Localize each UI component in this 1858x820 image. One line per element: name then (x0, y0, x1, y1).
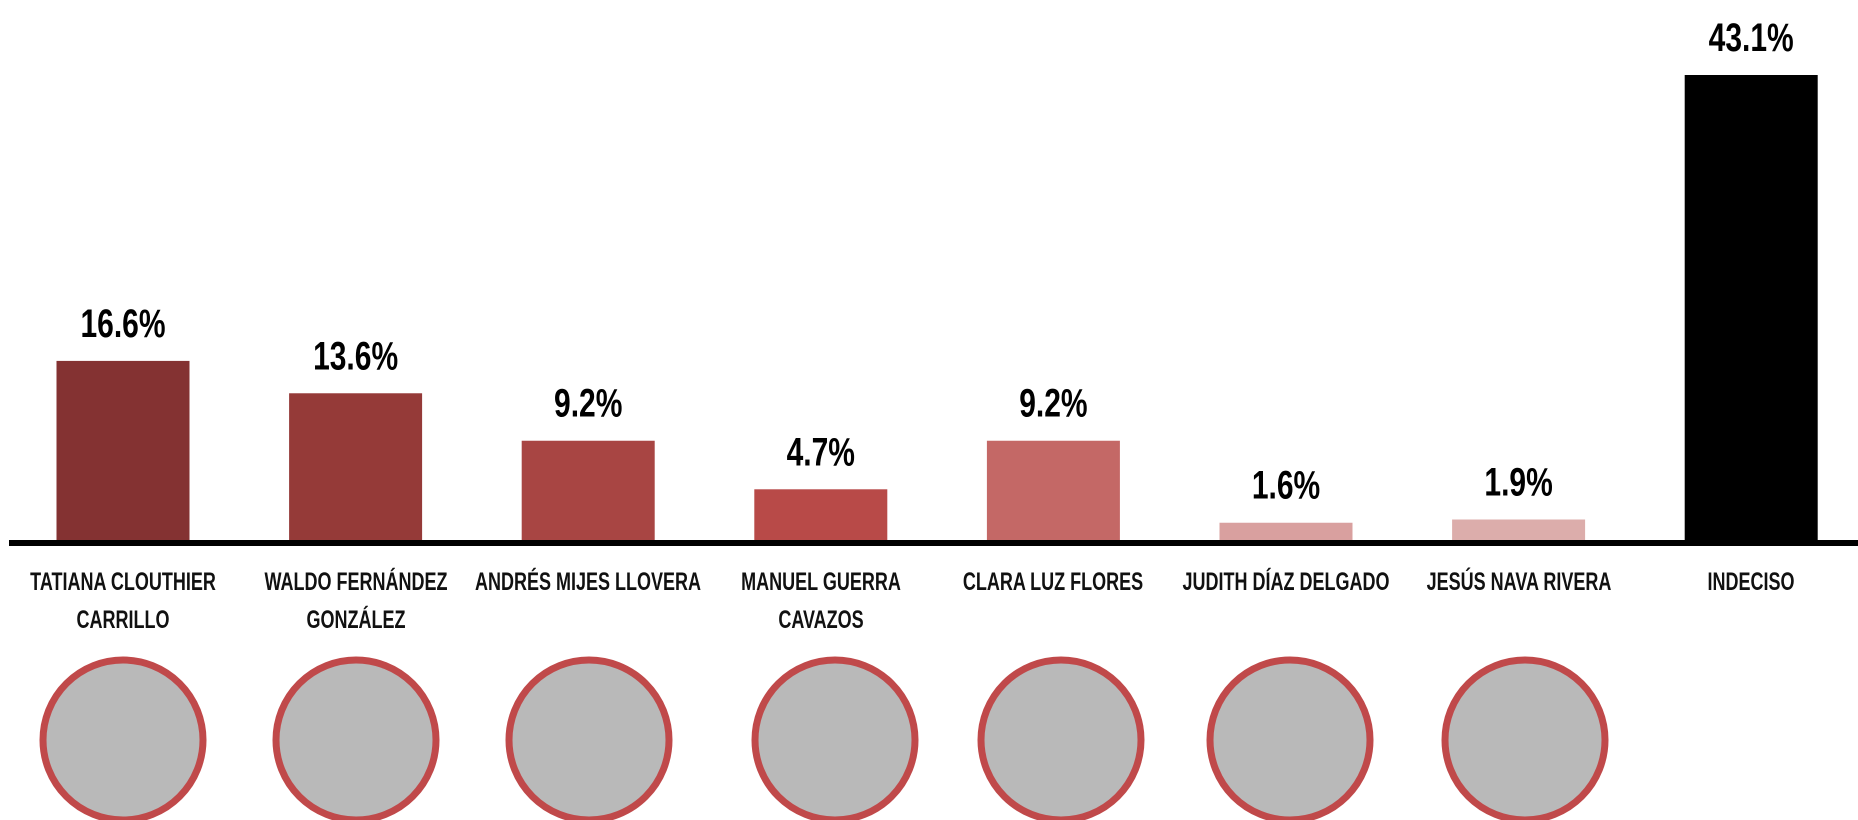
bar (754, 489, 887, 540)
candidate-photo (1445, 660, 1605, 820)
bar (57, 361, 190, 540)
value-label: 13.6% (313, 334, 398, 378)
value-label: 16.6% (80, 302, 165, 346)
category-label: ANDRÉS MIJES LLOVERA (473, 563, 703, 601)
bar (1685, 75, 1818, 540)
category-label: CLARA LUZ FLORES (938, 563, 1168, 601)
candidate-photo (276, 660, 436, 820)
candidate-photo (981, 660, 1141, 820)
candidate-photo (43, 660, 203, 820)
value-label: 9.2% (554, 382, 622, 426)
chart-svg: 16.6% 13.6% 9.2% 4.7% 9.2% 1.6% 1.9% 43.1% (0, 0, 1858, 820)
chart: 16.6% 13.6% 9.2% 4.7% 9.2% 1.6% 1.9% 43.1% TATI… (0, 0, 1858, 820)
value-label: 9.2% (1019, 382, 1087, 426)
category-label: INDECISO (1636, 563, 1858, 601)
candidate-photo (509, 660, 669, 820)
value-label: 1.6% (1252, 464, 1320, 508)
bar (987, 441, 1120, 540)
bar (289, 393, 422, 540)
candidate-photo (1210, 660, 1370, 820)
category-label: TATIANA CLOUTHIER CARRILLO (8, 563, 238, 639)
bar (522, 441, 655, 540)
bar (1220, 523, 1353, 540)
category-label: WALDO FERNÁNDEZ GONZÁLEZ (240, 563, 470, 639)
bar (1452, 520, 1585, 540)
category-label: JUDITH DÍAZ DELGADO (1171, 563, 1401, 601)
photos (43, 660, 1605, 820)
candidate-photo (755, 660, 915, 820)
category-label: JESÚS NAVA RIVERA (1403, 563, 1633, 601)
category-label: MANUEL GUERRA CAVAZOS (706, 563, 936, 639)
value-label: 4.7% (787, 430, 855, 474)
value-label: 43.1% (1709, 16, 1794, 60)
value-label: 1.9% (1484, 460, 1552, 504)
